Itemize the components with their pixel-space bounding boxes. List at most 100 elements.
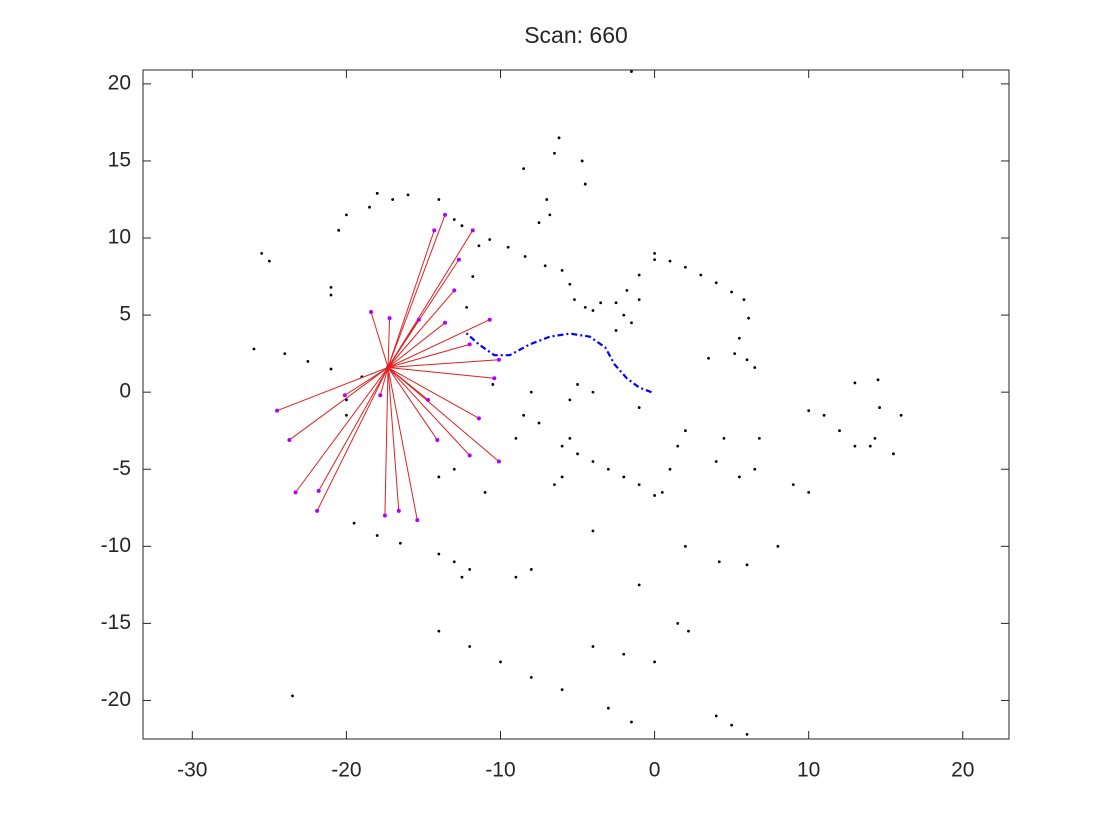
scan-point xyxy=(487,317,492,322)
map-point xyxy=(506,245,510,249)
map-point xyxy=(329,285,333,289)
map-point xyxy=(637,583,641,587)
y-tick-label: -15 xyxy=(101,611,131,634)
map-point xyxy=(707,356,710,360)
map-point xyxy=(591,645,595,648)
scan-point xyxy=(470,228,475,233)
map-point xyxy=(753,467,757,471)
scan-ray xyxy=(316,367,389,512)
map-point xyxy=(329,367,333,371)
map-point xyxy=(267,259,271,263)
map-point xyxy=(653,660,656,664)
map-point xyxy=(838,429,841,433)
scan-ray xyxy=(387,367,471,456)
map-point xyxy=(745,732,749,736)
map-point xyxy=(468,645,472,648)
y-tick-label: -5 xyxy=(112,457,131,480)
y-tick-label: 0 xyxy=(119,380,131,403)
map-point xyxy=(452,218,456,221)
map-point xyxy=(522,167,526,171)
map-point xyxy=(291,694,294,698)
map-point xyxy=(853,444,857,448)
map-point xyxy=(722,437,726,440)
map-point xyxy=(737,336,741,340)
map-point xyxy=(876,378,880,382)
map-point xyxy=(553,151,556,155)
map-point xyxy=(714,281,718,285)
scan-ray xyxy=(387,319,490,368)
map-point xyxy=(514,575,518,579)
map-point xyxy=(791,483,795,487)
y-tick-label: 15 xyxy=(108,148,131,171)
map-point xyxy=(452,467,456,471)
map-point xyxy=(406,193,410,197)
map-point xyxy=(684,544,687,548)
map-point xyxy=(591,460,595,463)
scan-point xyxy=(415,518,420,523)
scan-ray xyxy=(387,367,480,419)
scan-ray xyxy=(344,367,389,396)
map-point xyxy=(733,352,737,356)
map-point xyxy=(684,429,687,433)
map-point xyxy=(560,688,564,692)
map-point xyxy=(606,467,610,471)
scan-ray xyxy=(387,259,460,368)
scan-point xyxy=(275,408,280,413)
map-point xyxy=(437,629,441,633)
map-point xyxy=(560,444,564,448)
map-point xyxy=(391,198,395,201)
map-point xyxy=(878,406,881,409)
scan-point xyxy=(456,257,461,262)
scan-ray xyxy=(289,367,389,441)
map-point xyxy=(676,621,680,625)
map-point xyxy=(747,316,750,320)
scan-ray xyxy=(295,367,389,493)
map-point xyxy=(717,560,721,564)
y-tick-label: 5 xyxy=(119,303,131,326)
scan-ray xyxy=(387,367,429,401)
map-point xyxy=(345,213,348,217)
x-tick-label: 20 xyxy=(951,759,974,782)
map-point xyxy=(529,568,533,571)
scan-point xyxy=(378,393,383,398)
scan-point xyxy=(496,357,501,362)
map-point xyxy=(437,475,441,479)
x-tick-label: -30 xyxy=(177,759,207,782)
map-point xyxy=(537,421,541,425)
scan-point xyxy=(387,316,392,321)
map-point xyxy=(776,544,780,548)
map-point xyxy=(580,159,584,163)
map-point xyxy=(437,198,441,201)
map-point xyxy=(329,293,333,297)
map-point xyxy=(637,298,641,302)
map-point xyxy=(375,534,379,537)
scan-point xyxy=(443,212,448,217)
map-point xyxy=(283,352,287,356)
map-point xyxy=(260,252,264,255)
map-point xyxy=(568,398,572,402)
scan-point xyxy=(492,376,497,381)
scan-point xyxy=(435,437,440,442)
scan-ray xyxy=(387,322,446,368)
scan-point xyxy=(426,397,431,402)
map-point xyxy=(699,273,703,277)
map-point xyxy=(591,390,595,394)
map-point xyxy=(560,475,564,479)
map-point xyxy=(576,452,579,456)
map-point xyxy=(460,224,464,228)
map-point xyxy=(368,205,371,209)
map-point xyxy=(437,552,441,556)
map-point xyxy=(737,475,741,479)
map-point xyxy=(345,413,348,417)
map-point xyxy=(573,298,576,302)
scan-point xyxy=(293,490,298,495)
map-point xyxy=(252,347,256,351)
axes-box xyxy=(142,69,1010,740)
map-point xyxy=(687,629,690,633)
y-tick-label: 20 xyxy=(108,71,131,94)
scan-ray xyxy=(387,367,500,462)
x-tick-label: 0 xyxy=(649,759,661,782)
map-point xyxy=(599,301,603,305)
map-point xyxy=(853,381,857,385)
scan-ray xyxy=(387,367,495,379)
